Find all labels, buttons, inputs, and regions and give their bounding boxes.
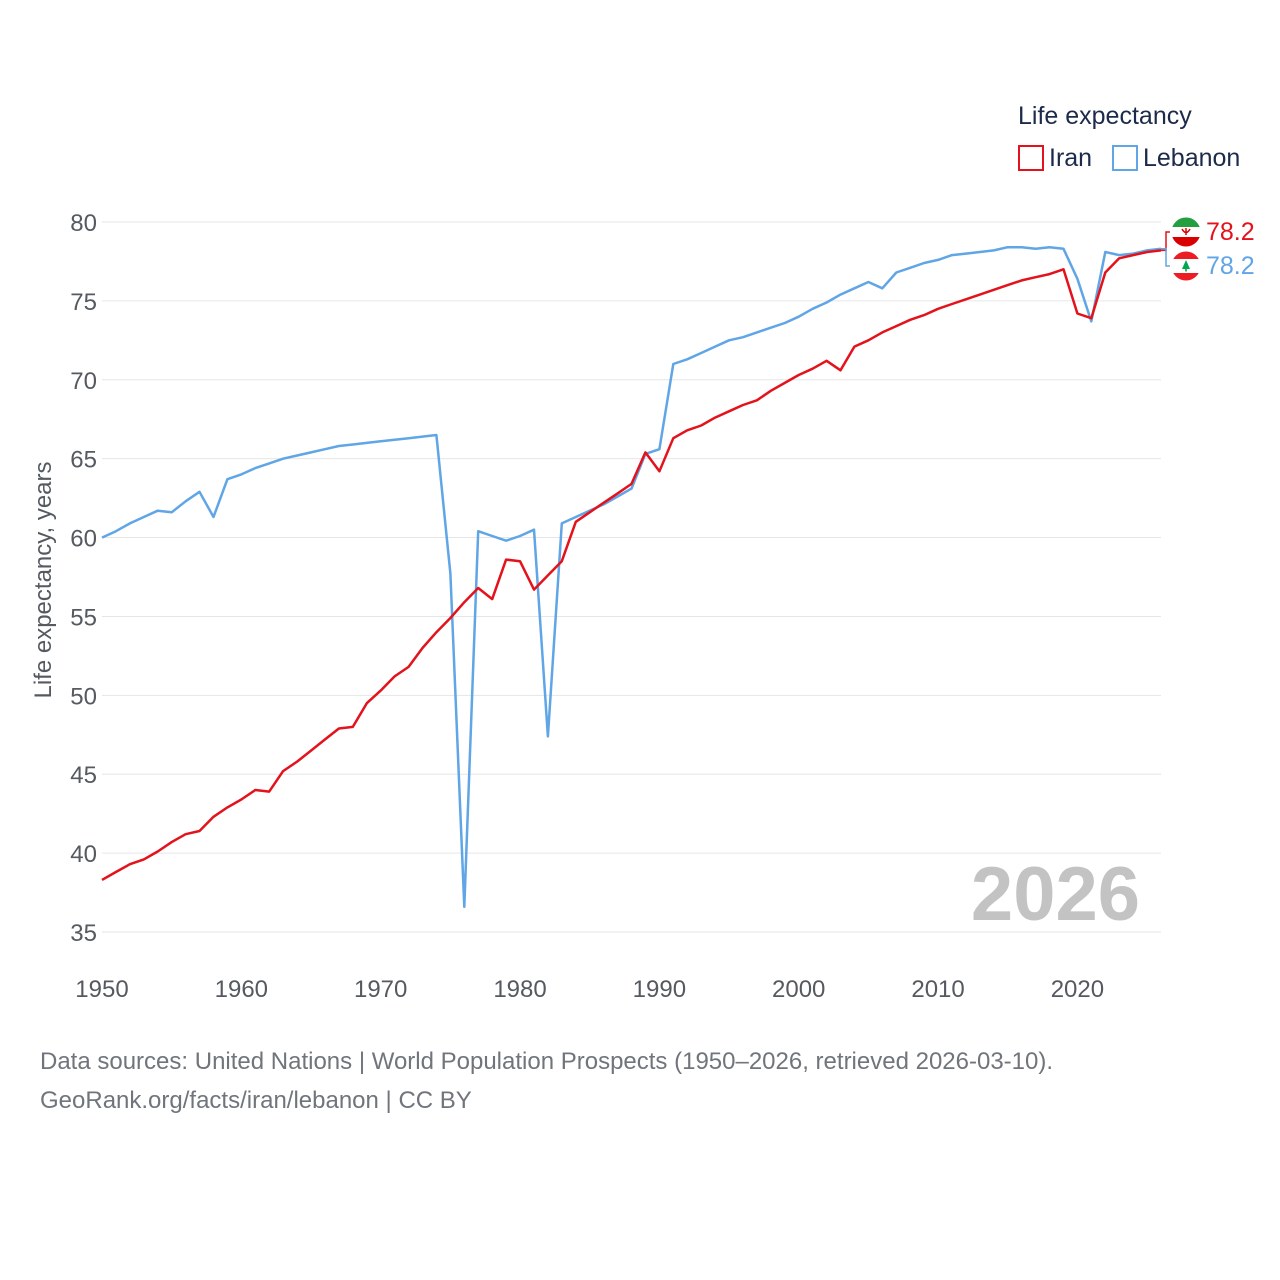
line-chart: 35 40 45 50 55 60 65 70 75 80 1950 1960 1970 1980 199… <box>30 102 1255 1003</box>
x-tick-label: 1980 <box>493 976 546 1003</box>
y-tick-label: 60 <box>70 526 97 553</box>
gridlines <box>102 221 1161 933</box>
chart-source-note: Data sources: United Nations | World Pop… <box>40 1042 1053 1120</box>
legend-swatch-iran[interactable] <box>1018 145 1044 171</box>
y-tick-label: 50 <box>70 683 97 710</box>
series-line-lebanon <box>101 245 1162 909</box>
x-tick-label: 1950 <box>75 976 128 1003</box>
x-axis-ticks: 1950 1960 1970 1980 1990 2000 2010 2020 <box>75 976 1104 1003</box>
y-tick-label: 45 <box>70 762 97 789</box>
source-line: Data sources: United Nations | World Pop… <box>40 1048 1054 1075</box>
y-tick-label: 35 <box>70 920 97 947</box>
iran-flag-icon <box>1170 216 1202 248</box>
x-tick-label: 1970 <box>354 976 407 1003</box>
x-tick-label: 1960 <box>215 976 268 1003</box>
legend-label-lebanon[interactable]: Lebanon <box>1143 144 1240 172</box>
y-tick-label: 65 <box>70 447 97 474</box>
end-markers: 78.2 78.2 <box>1161 216 1255 282</box>
y-tick-label: 55 <box>70 604 97 631</box>
end-connector-iran <box>1161 231 1170 252</box>
legend-title: Life expectancy <box>1018 102 1192 130</box>
y-tick-label: 70 <box>70 368 97 395</box>
end-connector-lebanon <box>1161 248 1170 267</box>
x-tick-label: 2010 <box>911 976 964 1003</box>
legend-swatch-lebanon[interactable] <box>1112 145 1138 171</box>
y-axis-ticks: 35 40 45 50 55 60 65 70 75 80 <box>70 210 97 947</box>
legend-label-iran[interactable]: Iran <box>1049 144 1092 172</box>
x-tick-label: 2000 <box>772 976 825 1003</box>
y-tick-label: 40 <box>70 841 97 868</box>
credit-line: GeoRank.org/facts/iran/lebanon | CC BY <box>40 1087 472 1114</box>
end-value-label-lebanon: 78.2 <box>1206 252 1255 280</box>
x-tick-label: 1990 <box>633 976 686 1003</box>
y-tick-label: 75 <box>70 289 97 316</box>
end-value-label-iran: 78.2 <box>1206 218 1255 246</box>
x-tick-label: 2020 <box>1051 976 1104 1003</box>
legend: Life expectancy Iran Lebanon <box>1018 102 1240 172</box>
series-lines <box>101 245 1162 909</box>
y-axis-label: Life expectancy, years <box>30 461 57 698</box>
year-watermark: 2026 <box>971 852 1140 937</box>
lebanon-flag-icon <box>1170 250 1202 282</box>
series-line-iran <box>101 249 1162 881</box>
y-tick-label: 80 <box>70 210 97 237</box>
